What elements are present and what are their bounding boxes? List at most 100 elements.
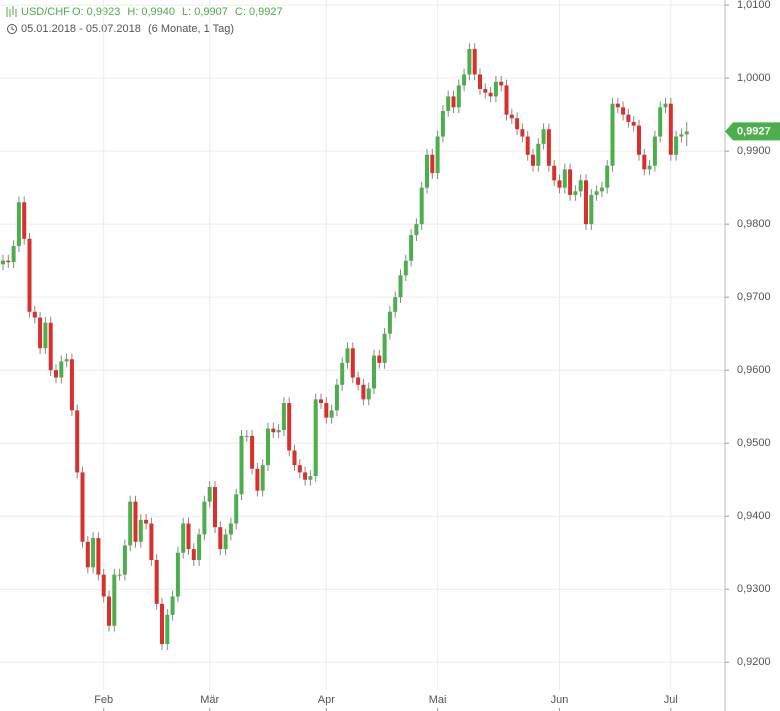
candle-body: [462, 74, 467, 86]
candle-body: [117, 574, 122, 576]
candle-body: [509, 114, 514, 119]
candle-body: [223, 534, 228, 550]
candle-body: [255, 468, 260, 491]
candle-body: [122, 545, 127, 575]
candle-body: [319, 399, 323, 404]
candle-body: [377, 355, 382, 363]
candle-body: [96, 538, 101, 575]
candle-body: [366, 388, 371, 400]
candle-body: [43, 322, 48, 349]
candle-body: [175, 552, 180, 597]
x-tick-label: Jun: [551, 694, 569, 706]
candle-body: [610, 103, 615, 166]
candle-body: [234, 494, 239, 524]
candle-body: [361, 384, 366, 400]
symbol: USD/CHF: [21, 6, 70, 18]
candle-body: [75, 410, 80, 473]
candle-body: [138, 519, 143, 542]
candle-body: [32, 311, 37, 318]
y-tick-label: 0,9400: [737, 510, 771, 522]
candle-body: [101, 574, 106, 597]
candle-body: [144, 519, 149, 524]
candle-body: [605, 165, 610, 188]
candle-body: [504, 85, 509, 115]
candle-body: [393, 297, 398, 312]
y-tick-label: 1,0000: [737, 72, 771, 84]
candle-body: [499, 81, 504, 86]
candle-body: [154, 560, 159, 604]
candle-body: [562, 169, 567, 188]
candle-body: [345, 348, 350, 363]
candle-body: [149, 523, 154, 561]
candle-body: [584, 180, 588, 225]
candle-body: [308, 476, 313, 480]
candle-body: [642, 154, 647, 170]
candle-body: [456, 85, 461, 108]
y-tick-label: 0,9500: [737, 437, 771, 449]
candle-body: [59, 361, 64, 378]
x-tick-label: Mai: [429, 694, 447, 706]
candle-body: [578, 180, 583, 192]
candle-body: [22, 202, 27, 239]
candle-body: [165, 614, 170, 644]
candle-body: [594, 191, 599, 195]
date-range: 05.01.2018 - 05.07.2018: [21, 23, 141, 35]
x-tick-label: Jul: [664, 694, 678, 706]
candle-body: [546, 129, 551, 166]
candle-body: [207, 487, 212, 502]
candle-body: [6, 260, 11, 263]
candle-body: [387, 311, 392, 334]
candle-body: [414, 224, 419, 236]
candle-body: [440, 110, 445, 137]
candle-body: [446, 96, 451, 111]
candle-body: [16, 202, 21, 247]
candle-body: [525, 136, 530, 155]
candle-body: [112, 574, 117, 626]
candle-body: [419, 187, 424, 225]
candle-body: [133, 501, 138, 542]
candle-body: [160, 603, 164, 644]
candle-body: [250, 435, 255, 469]
candle-body: [515, 118, 520, 130]
candle-body: [202, 501, 207, 535]
x-tick-label: Mär: [200, 694, 219, 706]
candle-body: [398, 275, 403, 298]
candle-body: [435, 136, 440, 174]
candle-body: [488, 92, 493, 97]
candle-body: [181, 523, 186, 553]
candle-body: [80, 472, 85, 542]
y-tick-label: 0,9700: [737, 291, 771, 303]
candle-body: [64, 359, 69, 362]
candle-body: [472, 48, 477, 75]
candle-body: [340, 362, 345, 385]
candle-body: [372, 355, 376, 389]
candle-body: [244, 435, 249, 437]
candle-body: [91, 538, 96, 568]
candle-body: [186, 523, 191, 550]
candle-body: [27, 238, 32, 312]
candle-body: [292, 450, 297, 466]
y-tick-label: 0,9900: [737, 145, 771, 157]
candle-body: [467, 48, 472, 75]
candle-body: [621, 107, 626, 115]
candle-body: [297, 465, 302, 473]
candle-body: [260, 465, 265, 491]
candle-body: [213, 487, 217, 528]
candle-body: [329, 410, 334, 418]
candle-body: [631, 121, 636, 126]
candle-body: [85, 541, 90, 568]
candle-body: [557, 180, 562, 188]
candle-body: [356, 377, 361, 385]
candle-body: [170, 596, 175, 615]
candle-body: [69, 359, 74, 411]
candle-body: [313, 399, 318, 477]
candle-body: [615, 103, 620, 108]
candle-body: [668, 103, 673, 155]
candle-body: [552, 165, 557, 181]
candle-body: [520, 129, 525, 137]
candle-body: [11, 246, 16, 263]
y-tick-label: 1,0100: [737, 0, 771, 11]
candle-body: [451, 96, 456, 108]
